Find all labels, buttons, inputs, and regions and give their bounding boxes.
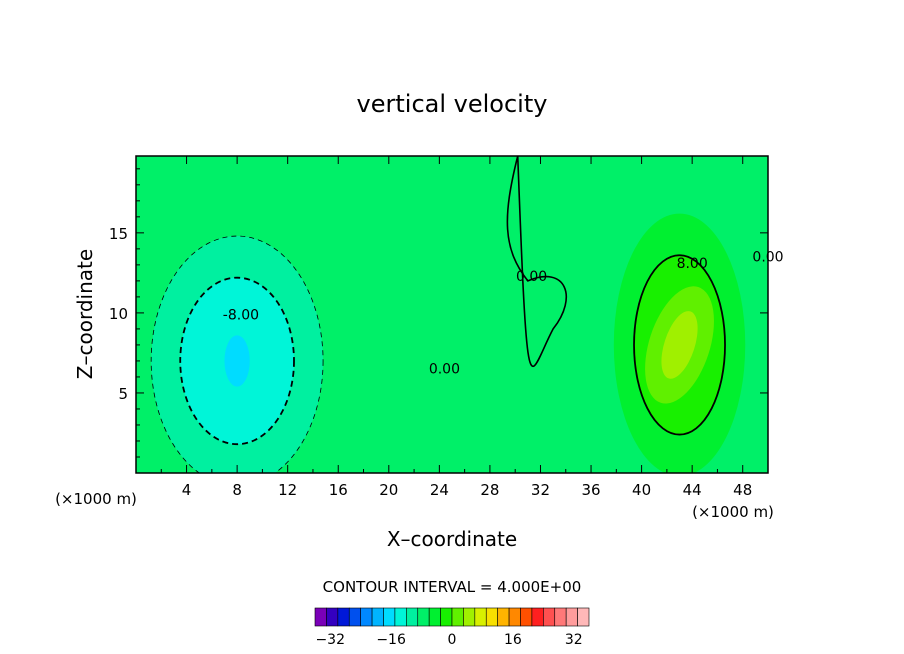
x-axis-label: X–coordinate [387, 527, 517, 551]
colorbar-swatch [531, 607, 544, 627]
x-tick-label: 32 [531, 481, 550, 499]
colorbar-swatch [463, 607, 476, 627]
colorbar-tick-label: −32 [315, 632, 345, 648]
colorbar-tick-label: −16 [376, 632, 406, 648]
chart-title: vertical velocity [357, 90, 548, 118]
contour-line-neg8 [179, 276, 295, 446]
x-tick-label: 36 [581, 481, 600, 499]
x-tick-label: 20 [379, 481, 398, 499]
colorbar-swatch [520, 607, 533, 627]
colorbar-swatch [565, 607, 578, 627]
colorbar-swatch [485, 607, 498, 627]
colorbar-swatch [406, 607, 419, 627]
contour-interval-label: CONTOUR INTERVAL = 4.000E+00 [323, 578, 582, 596]
y-axis-label: Z–coordinate [73, 249, 97, 379]
colorbar-swatch [497, 607, 510, 627]
colorbar-swatch [314, 607, 327, 627]
colorbar-swatch [394, 607, 407, 627]
x-unit-right: (×1000 m) [692, 503, 774, 521]
x-tick-label: 8 [232, 481, 242, 499]
contour-band [224, 335, 250, 387]
colorbar-tick-label: 32 [565, 632, 583, 648]
colorbar: −32 −16 0 16 32 [314, 607, 590, 648]
plot-area: 8.00 0.000.000.00-8.00 4 8 12 16 20 24 28 32 36 40… [109, 155, 784, 499]
x-tick-label: 24 [430, 481, 449, 499]
colorbar-swatch [371, 607, 384, 627]
colorbar-swatch [417, 607, 430, 627]
colorbar-swatch [543, 607, 556, 627]
colorbar-swatch [440, 607, 453, 627]
colorbar-swatch [337, 607, 350, 627]
contour-label: -8.00 [223, 307, 259, 323]
contour-line-8 [633, 254, 726, 436]
colorbar-swatch [451, 607, 464, 627]
x-tick-label: 48 [733, 481, 752, 499]
y-tick-label: 10 [109, 305, 128, 323]
colorbar-swatch [474, 607, 487, 627]
x-tick-label: 4 [182, 481, 192, 499]
contour-label: 0.00 [429, 362, 460, 378]
x-tick-label: 44 [683, 481, 702, 499]
colorbar-swatch [360, 607, 373, 627]
x-tick-label: 28 [480, 481, 499, 499]
colorbar-swatch [577, 607, 590, 627]
contour-line-zero [506, 156, 568, 368]
contour-label: 0.00 [516, 269, 547, 285]
colorbar-swatch [383, 607, 396, 627]
colorbar-swatch [428, 607, 441, 627]
plot-frame [135, 155, 769, 474]
contour-label: 8.00 [677, 256, 708, 272]
colorbar-tick-label: 0 [448, 632, 457, 648]
contour-line-neg4 [150, 235, 324, 473]
colorbar-swatch [326, 607, 339, 627]
colorbar-swatch [508, 607, 521, 627]
x-tick-label: 40 [632, 481, 651, 499]
y-tick-label: 5 [118, 385, 128, 403]
x-tick-label: 16 [329, 481, 348, 499]
contour-band [661, 311, 698, 379]
colorbar-swatch [348, 607, 361, 627]
colorbar-tick-label: 16 [504, 632, 522, 648]
colorbar-swatch [554, 607, 567, 627]
x-unit-left: (×1000 m) [55, 490, 137, 508]
y-tick-label: 15 [109, 225, 128, 243]
x-tick-label: 12 [278, 481, 297, 499]
contour-band [401, 259, 472, 377]
